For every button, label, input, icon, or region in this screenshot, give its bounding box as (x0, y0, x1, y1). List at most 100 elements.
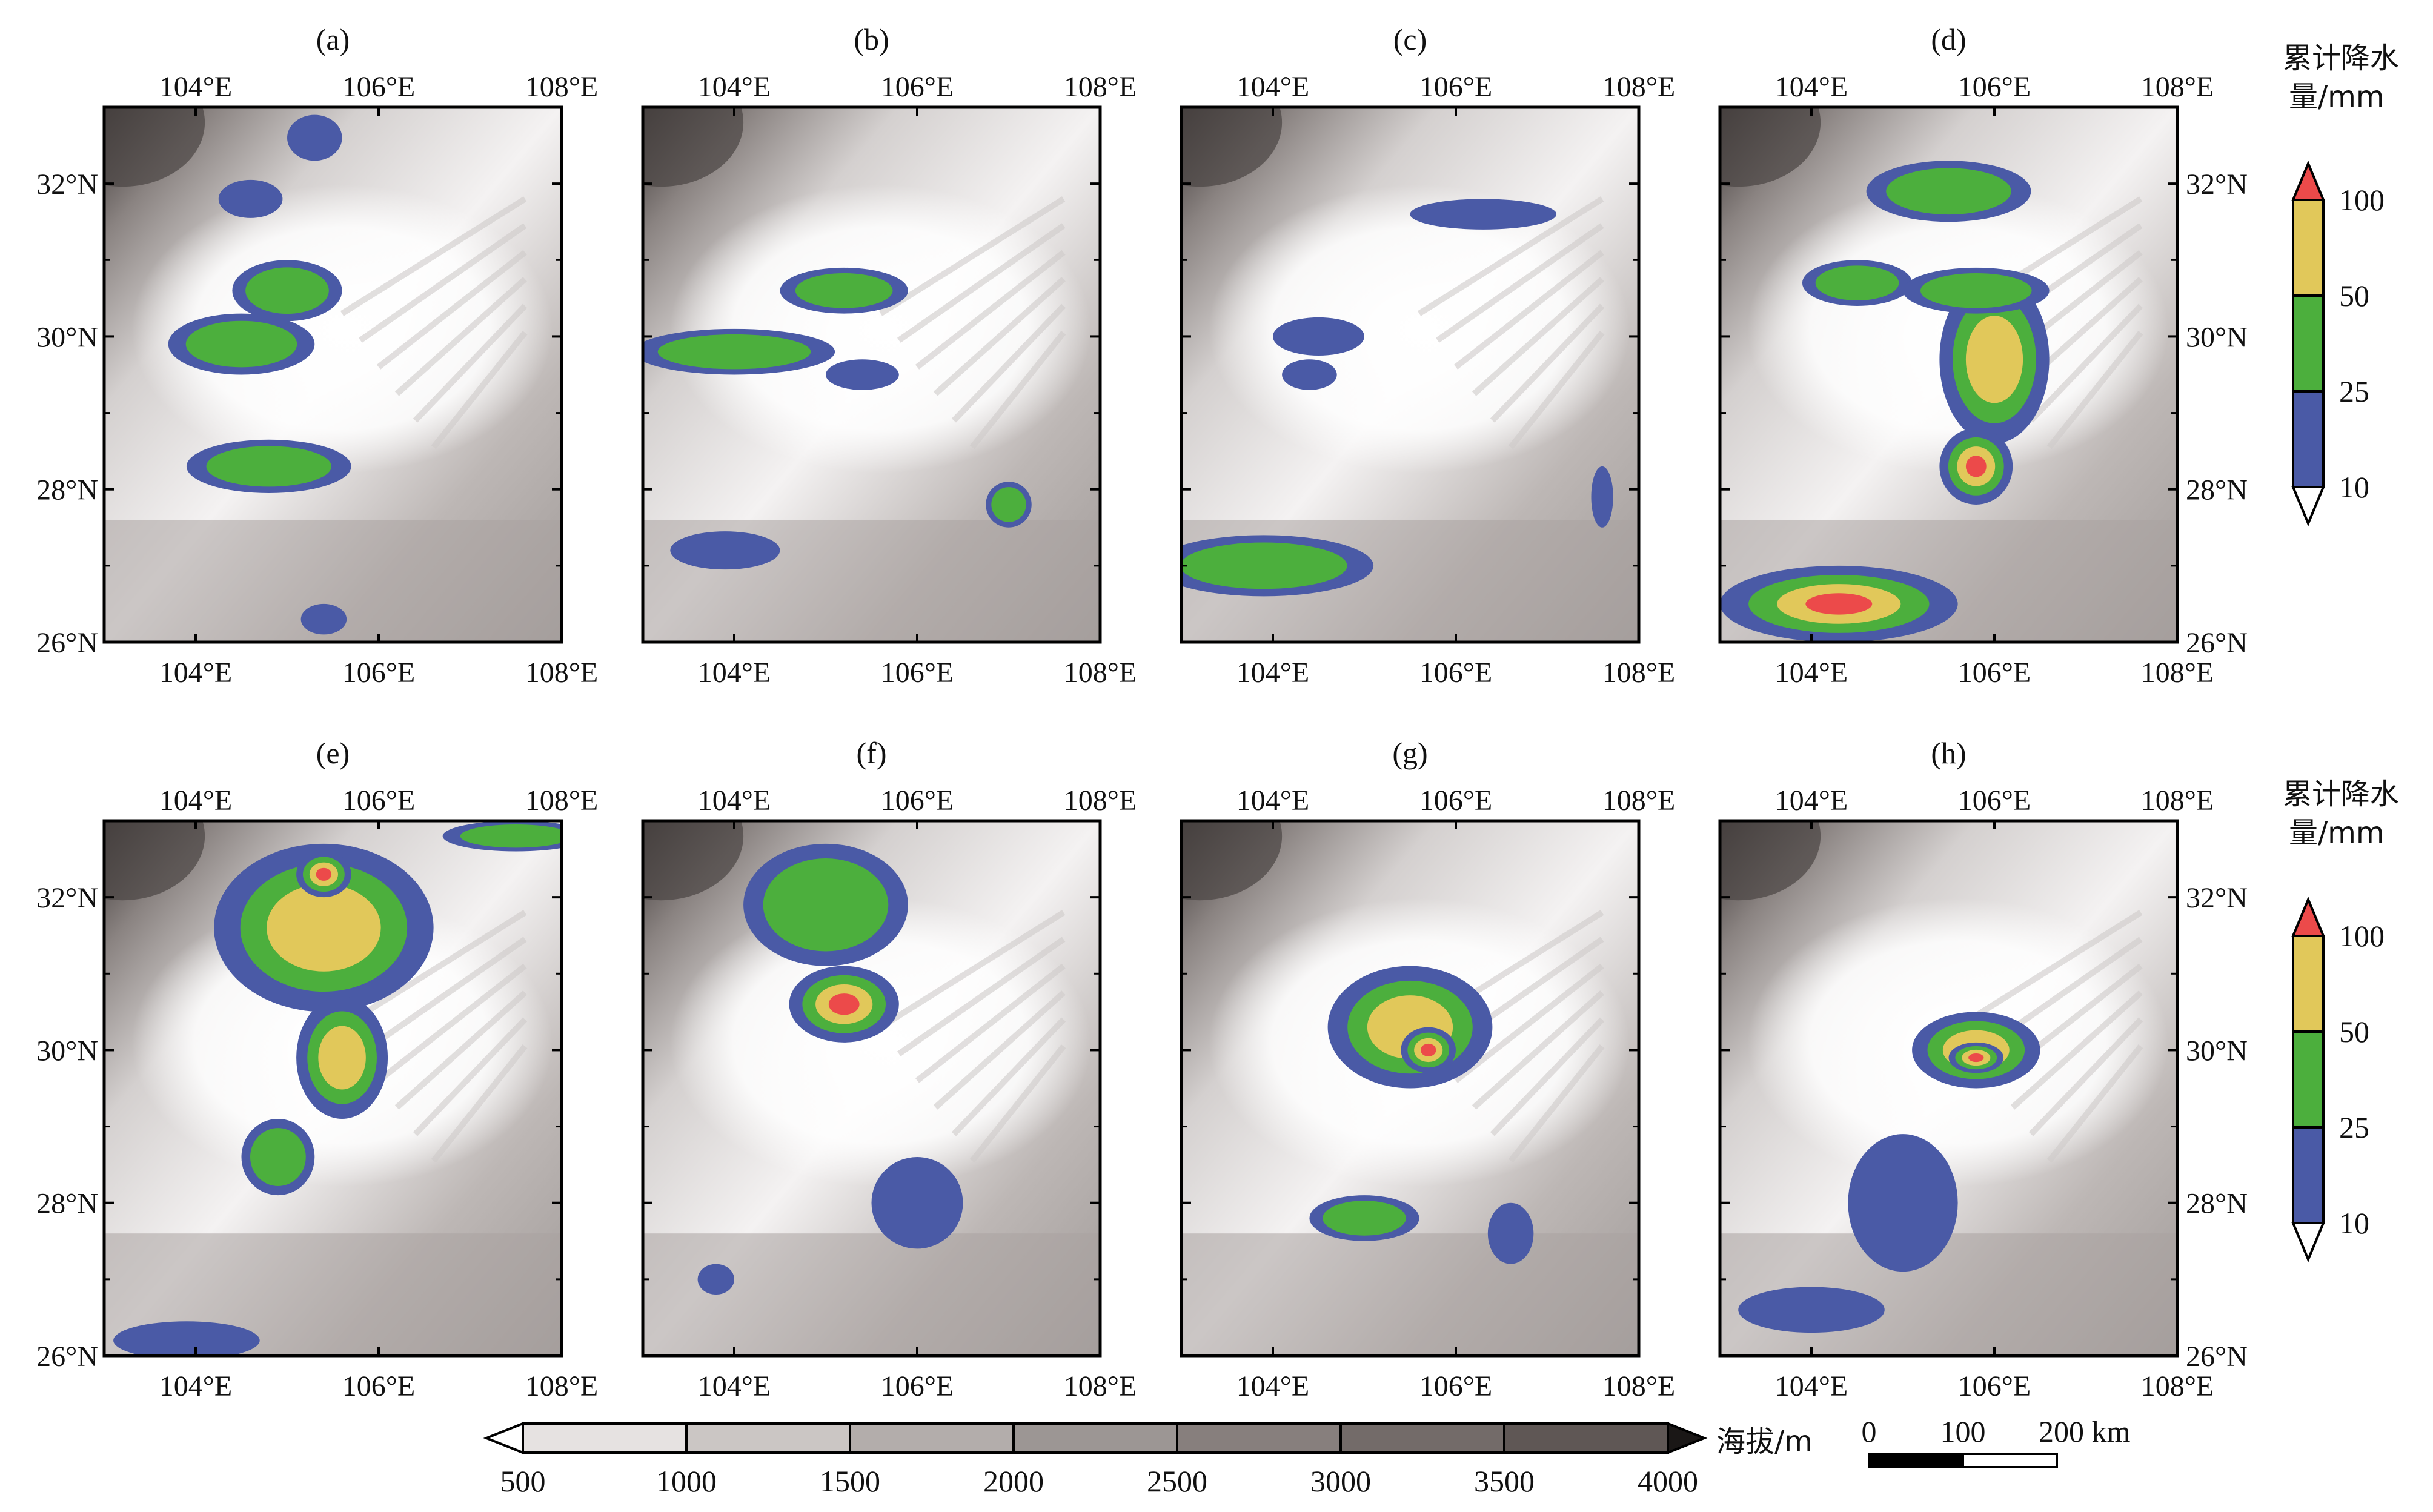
lat-tick-label-left: 32°N (36, 882, 98, 914)
lon-tick-label-top: 104°E (1775, 784, 1848, 817)
precip-contour-level-2 (763, 858, 889, 952)
ridge-streak (1508, 331, 1605, 449)
lon-tick-label-bottom: 104°E (1775, 657, 1848, 689)
lon-tick-label-bottom: 108°E (1602, 657, 1676, 689)
precip-colorbar-segment (2292, 1030, 2325, 1129)
lat-tick-label-left: 26°N (36, 1341, 98, 1373)
lat-tick-label-right: 28°N (2186, 474, 2248, 506)
lon-tick-label-bottom: 108°E (525, 1370, 599, 1402)
lat-tick-label-right: 30°N (2186, 321, 2248, 353)
precip-colorbar-tick-label: 100 (2339, 919, 2385, 953)
precip-contour-level-1 (1273, 317, 1364, 356)
map-panel: 104°E 104°E 106°E 106°E 108°E 108°E (c) (1180, 22, 1676, 689)
lon-tick-label-bottom: 106°E (1958, 657, 2031, 689)
precip-colorbar-lower-triangle (2291, 1222, 2325, 1263)
ridge-streak (897, 937, 1066, 1056)
ridge-streak (394, 990, 527, 1110)
precip-contour-level-2 (657, 334, 811, 370)
lon-tick-label-top: 106°E (1419, 71, 1493, 103)
ridge-streak (413, 1017, 528, 1136)
precip-colorbar-segment (2292, 294, 2325, 393)
plateau-band (643, 1233, 1100, 1356)
ridge-streak (2028, 303, 2143, 423)
precip-contour-level-2 (1920, 273, 2032, 308)
map-panel: 104°E104°E106°E106°E108°E108°E26°N28°N30… (1718, 736, 2248, 1402)
elevation-colorbar-segment (1012, 1422, 1178, 1454)
precip-colorbar-tick-label: 25 (2339, 1110, 2369, 1144)
elevation-colorbar-lower-triangle (483, 1422, 524, 1454)
ridge-streak (1490, 303, 1605, 423)
precip-contour-level-2 (991, 487, 1026, 522)
precip-contour-level-1 (1282, 359, 1337, 390)
precip-contour-level-1 (826, 359, 899, 390)
lat-tick-label-left: 30°N (36, 321, 98, 353)
lon-tick-label-top: 108°E (2141, 71, 2214, 103)
lat-tick-label-left: 32°N (36, 168, 98, 201)
precip-colorbar-title: 累计降水 (2283, 41, 2399, 75)
lon-tick-label-bottom: 106°E (342, 1370, 416, 1402)
ridge-streak (1417, 196, 1604, 316)
mountain-relief (643, 821, 744, 901)
lon-tick-label-bottom: 104°E (698, 1370, 771, 1402)
map-panel: 104°E104°E106°E106°E108°E108°E26°N28°N30… (1718, 22, 2248, 689)
precip-contour-level-2 (1815, 265, 1899, 300)
ridge-streak (1508, 1044, 1605, 1163)
plateau-band (1181, 1233, 1639, 1356)
precip-contour-level-1 (1591, 466, 1613, 528)
ridge-streak (376, 250, 527, 370)
ridge-streak (431, 331, 528, 449)
precip-contour-level-2 (250, 1128, 306, 1186)
scale-bar-segment (1868, 1453, 1964, 1468)
elevation-colorbar-segment (1339, 1422, 1505, 1454)
ridge-streak (1490, 1017, 1605, 1136)
lon-tick-label-top: 104°E (1775, 71, 1848, 103)
ridge-streak (897, 223, 1066, 343)
panel-label: (e) (316, 736, 350, 770)
elevation-colorbar-tick-label: 2500 (1147, 1464, 1207, 1498)
ridge-streak (915, 963, 1066, 1083)
precip-contour-level-2 (185, 320, 297, 368)
elevation-colorbar: 500 1000 1500 2000 2500 3000 3500 4000 海拔/m (483, 1422, 1813, 1498)
ridge-streak (413, 303, 528, 423)
mountain-relief (1720, 107, 1821, 187)
ridge-streak (1472, 990, 1604, 1110)
lon-tick-label-top: 108°E (2141, 784, 2214, 817)
ridge-streak (933, 277, 1066, 396)
lon-tick-label-bottom: 108°E (1064, 1370, 1137, 1402)
lat-tick-label-left: 30°N (36, 1035, 98, 1067)
lon-tick-label-top: 106°E (881, 71, 954, 103)
lon-tick-label-bottom: 104°E (698, 657, 771, 689)
lat-tick-label-right: 32°N (2186, 168, 2248, 201)
basin-lowland (670, 898, 1091, 1187)
precip-colorbar-upper-triangle (2291, 160, 2325, 201)
elevation-colorbar-segment (522, 1422, 688, 1454)
ridge-streak (1453, 250, 1604, 370)
ridge-streak (951, 1017, 1066, 1136)
precip-contour-level-2 (206, 446, 332, 487)
mountain-relief (1720, 821, 1821, 901)
lon-tick-label-bottom: 104°E (1236, 657, 1310, 689)
ridge-streak (394, 277, 527, 396)
precip-contour-level-2 (245, 267, 329, 314)
precip-contour-level-4 (1965, 456, 1987, 477)
mountain-relief (1181, 107, 1283, 187)
ridge-streak (2028, 1017, 2143, 1136)
precip-colorbar-segment (2292, 199, 2325, 297)
precip-colorbar-upper-triangle (2291, 896, 2325, 937)
lon-tick-label-bottom: 108°E (1064, 657, 1137, 689)
elevation-colorbar-segment (1503, 1422, 1669, 1454)
lon-tick-label-top: 106°E (342, 71, 416, 103)
elevation-colorbar-tick-label: 3500 (1474, 1464, 1535, 1498)
ridge-streak (878, 196, 1066, 316)
lon-tick-label-top: 108°E (525, 784, 599, 817)
lon-tick-label-top: 106°E (1419, 784, 1493, 817)
elevation-colorbar-tick-label: 4000 (1638, 1464, 1698, 1498)
lon-tick-label-bottom: 108°E (525, 657, 599, 689)
lon-tick-label-bottom: 108°E (2141, 1370, 2214, 1402)
panel-label: (b) (854, 22, 889, 56)
precip-colorbar-segment (2292, 1126, 2325, 1224)
precip-contour-level-1 (113, 1321, 260, 1356)
lon-tick-label-top: 108°E (1602, 71, 1676, 103)
panel-frame (102, 105, 563, 644)
basin-lowland (1209, 184, 1630, 474)
